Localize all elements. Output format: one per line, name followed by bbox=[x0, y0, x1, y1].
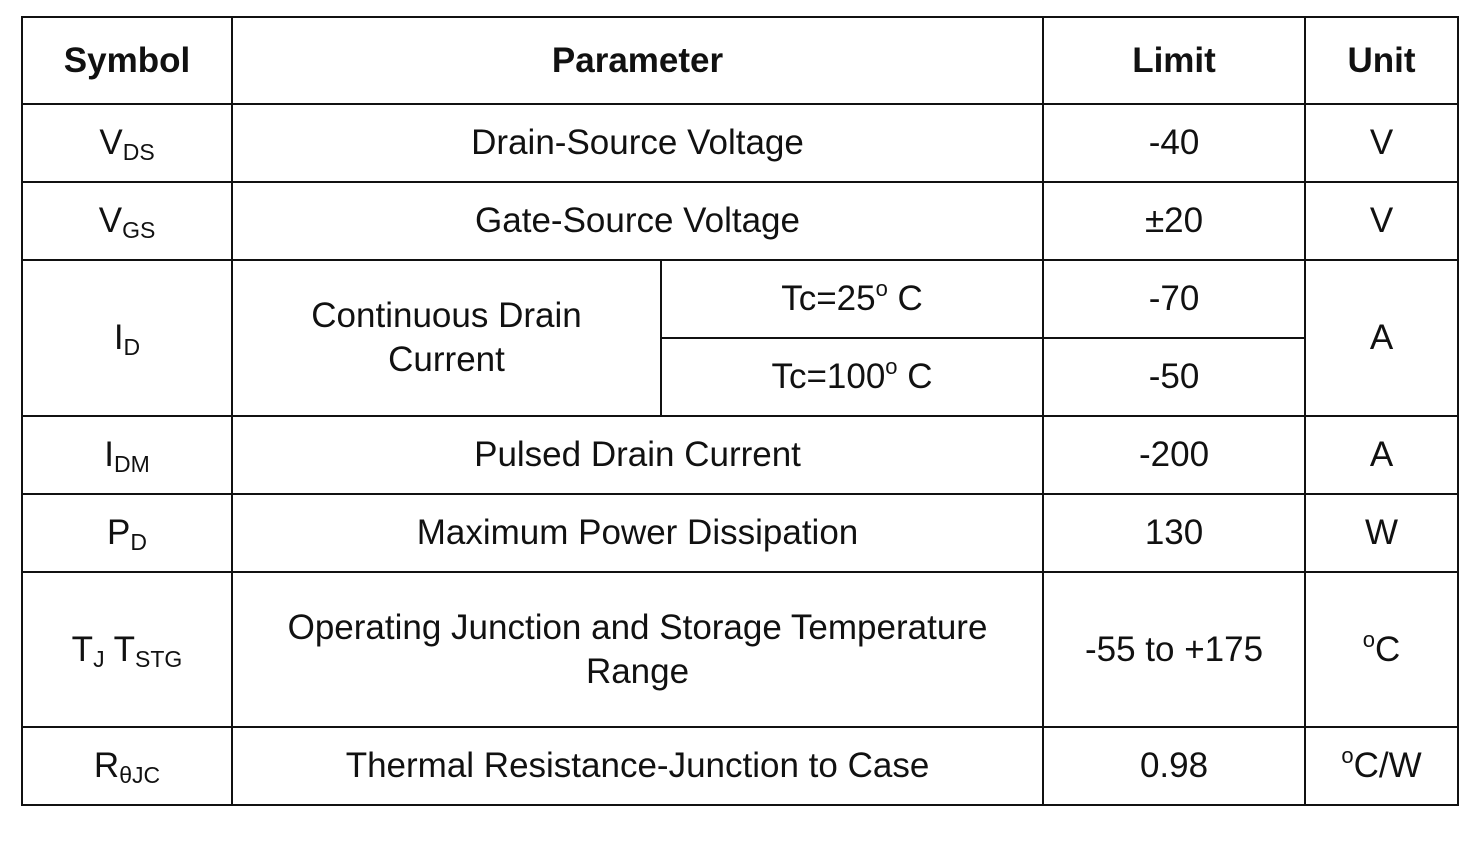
row-rthjc: RθJC Thermal Resistance-Junction to Case… bbox=[21, 726, 1460, 806]
symbol-cell: ID bbox=[21, 259, 233, 417]
symbol-subscript: DM bbox=[113, 451, 150, 478]
unit-cell: A bbox=[1304, 415, 1460, 495]
symbol-main: V bbox=[99, 123, 123, 163]
unit-cell: V bbox=[1304, 181, 1460, 261]
degree-mark: o bbox=[1362, 626, 1375, 652]
parameter-cell: Drain-Source Voltage bbox=[230, 103, 1045, 183]
degree-mark: o bbox=[1341, 743, 1354, 769]
symbol-main: V bbox=[98, 201, 123, 241]
row-id-tc25: ID Continuous Drain Current Tc=25o C -70 … bbox=[21, 259, 1460, 417]
limit-cell: -55 to +175 bbox=[1042, 571, 1307, 728]
degree-mark: o bbox=[875, 276, 888, 302]
symbol-main: T bbox=[71, 629, 94, 669]
header-symbol: Symbol bbox=[21, 16, 233, 105]
limit-cell: 0.98 bbox=[1042, 726, 1307, 806]
symbol-subscript: DS bbox=[122, 139, 155, 166]
row-id-tc100: Tc=100o C -50 bbox=[22, 337, 1458, 417]
unit-cell: oC bbox=[1304, 571, 1460, 728]
symbol-subscript: GS bbox=[122, 217, 156, 244]
unit-text: C bbox=[1375, 629, 1401, 669]
row-pd: PD Maximum Power Dissipation 130 W bbox=[21, 493, 1460, 573]
row-idm: IDM Pulsed Drain Current -200 A bbox=[21, 415, 1460, 495]
unit-cell: V bbox=[1304, 103, 1460, 183]
condition-text: Tc=25 bbox=[781, 279, 876, 319]
symbol-main-2: T bbox=[104, 629, 136, 669]
condition-unit: C bbox=[887, 279, 923, 319]
limit-cell: -40 bbox=[1042, 103, 1307, 183]
symbol-subscript: θJC bbox=[119, 762, 161, 789]
header-parameter: Parameter bbox=[230, 16, 1045, 105]
parameter-cell: Operating Junction and Storage Temperatu… bbox=[230, 571, 1045, 728]
symbol-subscript: J bbox=[93, 645, 105, 672]
absolute-maximum-ratings-table: Symbol Parameter Limit Unit VDS Drain-So… bbox=[21, 16, 1460, 806]
condition-cell: Tc=25o C bbox=[659, 259, 1045, 339]
parameter-line-1: Operating Junction and Storage Temperatu… bbox=[287, 607, 988, 647]
condition-unit: C bbox=[897, 357, 933, 397]
symbol-cell: VGS bbox=[21, 181, 233, 261]
header-row: Symbol Parameter Limit Unit bbox=[21, 16, 1460, 105]
symbol-main: R bbox=[93, 746, 120, 786]
symbol-subscript: D bbox=[130, 529, 147, 556]
symbol-cell: VDS bbox=[21, 103, 233, 183]
symbol-cell: RθJC bbox=[21, 726, 233, 806]
header-limit: Limit bbox=[1042, 16, 1307, 105]
symbol-main: I bbox=[104, 435, 114, 475]
unit-text: C/W bbox=[1353, 746, 1422, 786]
row-vds: VDS Drain-Source Voltage -40 V bbox=[21, 103, 1460, 183]
parameter-line-1: Continuous Drain bbox=[311, 296, 582, 336]
parameter-cell: Gate-Source Voltage bbox=[230, 181, 1045, 261]
unit-cell: oC/W bbox=[1304, 726, 1460, 806]
symbol-subscript-2: STG bbox=[135, 645, 183, 672]
parameter-cell: Thermal Resistance-Junction to Case bbox=[230, 726, 1045, 806]
symbol-cell: IDM bbox=[21, 415, 233, 495]
unit-cell: W bbox=[1304, 493, 1460, 573]
limit-cell: 130 bbox=[1042, 493, 1307, 573]
condition-text: Tc=100 bbox=[771, 357, 886, 397]
parameter-line-2: Range bbox=[585, 651, 690, 691]
symbol-main: P bbox=[107, 513, 131, 553]
symbol-subscript: D bbox=[123, 334, 141, 361]
degree-mark: o bbox=[885, 354, 898, 380]
header-unit: Unit bbox=[1304, 16, 1460, 105]
limit-cell: ±20 bbox=[1042, 181, 1307, 261]
limit-cell: -200 bbox=[1042, 415, 1307, 495]
limit-cell: -70 bbox=[1042, 259, 1307, 339]
symbol-main: I bbox=[113, 318, 124, 358]
row-tj-tstg: TJ TSTG Operating Junction and Storage T… bbox=[21, 571, 1460, 728]
row-vgs: VGS Gate-Source Voltage ±20 V bbox=[21, 181, 1460, 261]
limit-cell: -50 bbox=[1042, 337, 1307, 417]
symbol-cell: TJ TSTG bbox=[21, 571, 233, 728]
symbol-cell: PD bbox=[21, 493, 233, 573]
parameter-cell: Maximum Power Dissipation bbox=[230, 493, 1045, 573]
parameter-cell: Pulsed Drain Current bbox=[230, 415, 1045, 495]
unit-cell: A bbox=[1304, 259, 1460, 417]
parameter-cell: Continuous Drain Current bbox=[231, 259, 662, 417]
parameter-line-2: Current bbox=[388, 340, 505, 379]
condition-cell: Tc=100o C bbox=[659, 337, 1045, 417]
